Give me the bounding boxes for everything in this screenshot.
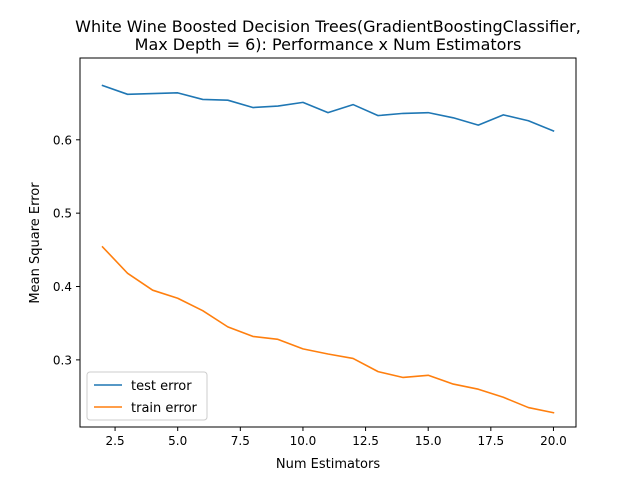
x-tick-label: 20.0 (540, 434, 567, 448)
x-tick-label: 5.0 (168, 434, 187, 448)
x-axis-label: Num Estimators (276, 457, 380, 472)
y-tick-label: 0.4 (53, 280, 72, 294)
legend-label-test-error: test error (131, 379, 192, 394)
chart-title-line-2: Max Depth = 6): Performance x Num Estima… (135, 35, 522, 54)
legend: test error train error (86, 371, 208, 421)
series-line-train-error (101, 245, 555, 414)
legend-label-train-error: train error (131, 401, 198, 416)
y-axis-ticks: 0.3 0.4 0.5 0.6 (53, 133, 80, 367)
y-tick-label: 0.6 (53, 133, 72, 147)
x-tick-label: 15.0 (415, 434, 442, 448)
y-axis-label: Mean Square Error (28, 182, 43, 304)
x-axis-ticks: 2.5 5.0 7.5 10.0 12.5 15.0 17.5 20.0 (106, 427, 567, 448)
y-tick-label: 0.3 (53, 353, 72, 367)
legend-box (86, 371, 208, 421)
chart-title-line-1: White Wine Boosted Decision Trees(Gradie… (75, 17, 581, 36)
y-tick-label: 0.5 (53, 207, 72, 221)
series-line-test-error (101, 84, 555, 133)
plot-frame (79, 57, 577, 428)
x-tick-label: 10.0 (290, 434, 317, 448)
plot-area: 2.5 5.0 7.5 10.0 12.5 15.0 17.5 20.0 0.30.40.50… (53, 57, 577, 448)
x-tick-label: 7.5 (231, 434, 250, 448)
x-tick-label: 2.5 (106, 434, 125, 448)
x-tick-label: 12.5 (352, 434, 379, 448)
series-lines (101, 84, 555, 414)
x-tick-label: 17.5 (477, 434, 504, 448)
